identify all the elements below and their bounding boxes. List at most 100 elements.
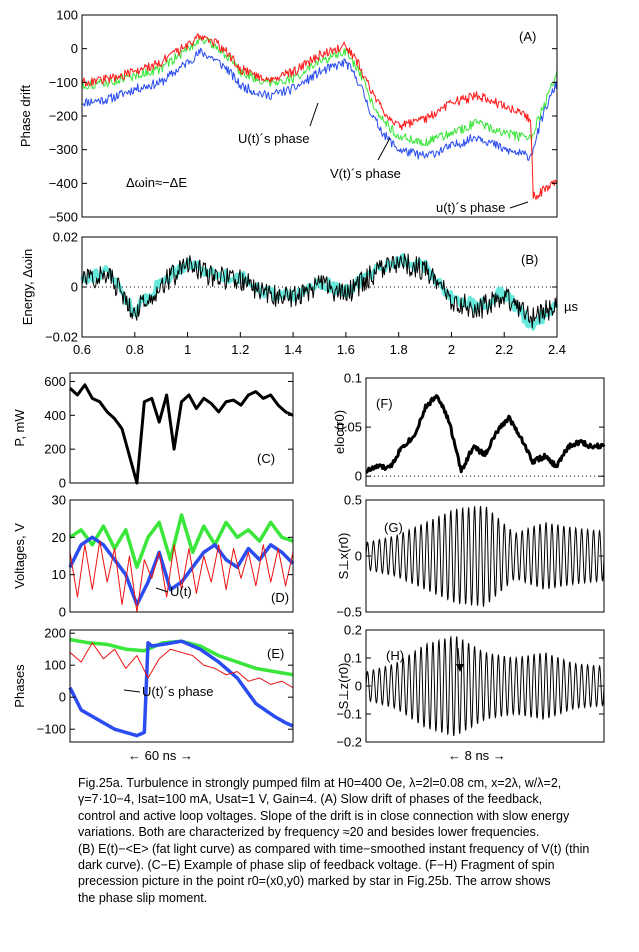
y-tick-label: 400	[44, 408, 66, 423]
y-tick-label: −500	[49, 210, 78, 225]
y-tick-label: 0.02	[53, 230, 78, 245]
series-line-cyan	[80, 252, 559, 331]
arrow-head	[456, 664, 464, 672]
panel-label: (E)	[267, 646, 284, 661]
series-line-black	[81, 253, 558, 329]
x-tick-label: 1.4	[284, 342, 302, 357]
arrow	[377, 137, 391, 161]
series-line-black	[365, 505, 605, 608]
y-tick-label: 0.2	[344, 623, 362, 638]
caption-line: (B) E(t)−<E> (fat light curve) as compar…	[78, 841, 590, 856]
series-line-black	[365, 394, 606, 474]
y-axis-label: eloc(r0)	[332, 410, 347, 454]
y-axis-label: Phases	[12, 664, 27, 708]
x-tick-label: 1.6	[337, 342, 355, 357]
arrow	[309, 102, 319, 127]
series-line-blue	[68, 639, 294, 738]
caption-line: variations. Both are characterized by fr…	[78, 825, 540, 840]
y-tick-label: 0	[59, 605, 66, 620]
arrow	[155, 587, 169, 593]
y-tick-label: 100	[56, 8, 78, 23]
y-tick-label: 0	[59, 476, 66, 491]
y-axis-label: Phase drift	[18, 85, 33, 148]
caption-line: the phase slip moment.	[78, 890, 208, 905]
x-tick-label: 0.8	[126, 342, 144, 357]
y-axis-label: S⊥z(r0)	[336, 663, 351, 710]
x-tick-label: 2.4	[548, 342, 566, 357]
y-axis-label: P, mW	[12, 409, 27, 447]
y-tick-label: −300	[49, 142, 78, 157]
y-tick-label: −0.5	[336, 605, 362, 620]
caption-line: control and active loop voltages. Slope …	[78, 808, 570, 823]
y-tick-label: 200	[44, 626, 66, 641]
annotation-u-phase: U(t)´s phase	[142, 684, 214, 699]
panel-f-frame	[365, 377, 605, 487]
series-line-green	[69, 513, 294, 569]
y-tick-label: −0.02	[45, 330, 78, 345]
series-line-blue	[81, 47, 558, 161]
caption-line: precession picture in the point r0=(x0,y…	[78, 874, 551, 889]
panel-c-frame	[69, 372, 294, 484]
x-axis-label: µs	[564, 299, 578, 314]
arrow	[123, 689, 141, 693]
annotation-v-phase: V(t)´s phase	[330, 166, 401, 181]
y-tick-label: 10	[52, 567, 66, 582]
x-tick-label: 1.8	[390, 342, 408, 357]
x-tick-label: 2.2	[495, 342, 513, 357]
panel-label: (C)	[257, 451, 275, 466]
formula-annotation: Δωin≈−ΔE	[126, 175, 187, 190]
arrow	[509, 201, 529, 209]
y-axis-label: Voltages, V	[12, 523, 27, 589]
y-tick-label: 0.1	[344, 651, 362, 666]
y-tick-label: −200	[49, 109, 78, 124]
y-tick-label: 0	[355, 549, 362, 564]
panel-label: (B)	[521, 252, 538, 267]
y-tick-label: 0.05	[337, 420, 362, 435]
y-tick-label: 0.1	[344, 371, 362, 386]
series-line-red	[81, 33, 558, 201]
y-tick-label: 0	[355, 469, 362, 484]
y-tick-label: −0.2	[336, 735, 362, 750]
series-line-blue	[68, 535, 295, 607]
caption-line: Fig.25a. Turbulence in strongly pumped f…	[78, 776, 562, 790]
panel-label: (D)	[271, 590, 289, 605]
y-tick-label: 0	[71, 280, 78, 295]
y-tick-label: −0.1	[336, 707, 362, 722]
figure-caption: Fig.25a. Turbulence in strongly pumped f…	[78, 775, 618, 906]
y-tick-label: 30	[52, 493, 66, 508]
y-tick-label: −100	[37, 722, 66, 737]
x-tick-label: 0.6	[73, 342, 91, 357]
y-tick-label: 0	[59, 690, 66, 705]
series-line-thin_red	[69, 642, 294, 689]
y-tick-label: 20	[52, 530, 66, 545]
panel-label: (A)	[519, 29, 536, 44]
y-tick-label: 600	[44, 374, 66, 389]
y-tick-label: −400	[49, 176, 78, 191]
x-tick-label: 1	[184, 342, 191, 357]
y-tick-label: 0	[355, 679, 362, 694]
x-tick-label: 1.2	[231, 342, 249, 357]
panel-label: (H)	[386, 648, 404, 663]
y-axis-label: Energy, Δωin	[20, 249, 35, 325]
annotation-u-small-phase: u(t)´s phase	[436, 200, 505, 215]
series-line-green	[69, 637, 294, 677]
y-axis-label: S⊥x(r0)	[336, 533, 351, 580]
panel-e-frame	[69, 629, 294, 743]
series-line-black	[365, 635, 605, 737]
series-line-black	[68, 383, 294, 485]
time-scale-right-label: ← 8 ns →	[448, 748, 506, 763]
caption-line: γ=7·10−4, Isat=100 mA, Usat=1 V, Gain=4.…	[78, 792, 543, 807]
x-tick-label: 2	[448, 342, 455, 357]
annotation-u: U(t)	[170, 584, 192, 599]
annotation-u-phase: U(t)´s phase	[238, 131, 310, 146]
y-tick-label: 0	[71, 41, 78, 56]
panel-label: (G)	[384, 520, 403, 535]
time-scale-left-label: ← 60 ns →	[128, 748, 194, 763]
y-tick-label: 100	[44, 658, 66, 673]
y-tick-label: 200	[44, 442, 66, 457]
series-line-thin_red	[69, 540, 294, 613]
y-tick-label: −100	[49, 75, 78, 90]
panel-d-frame	[69, 499, 294, 613]
y-tick-label: 0.5	[344, 493, 362, 508]
